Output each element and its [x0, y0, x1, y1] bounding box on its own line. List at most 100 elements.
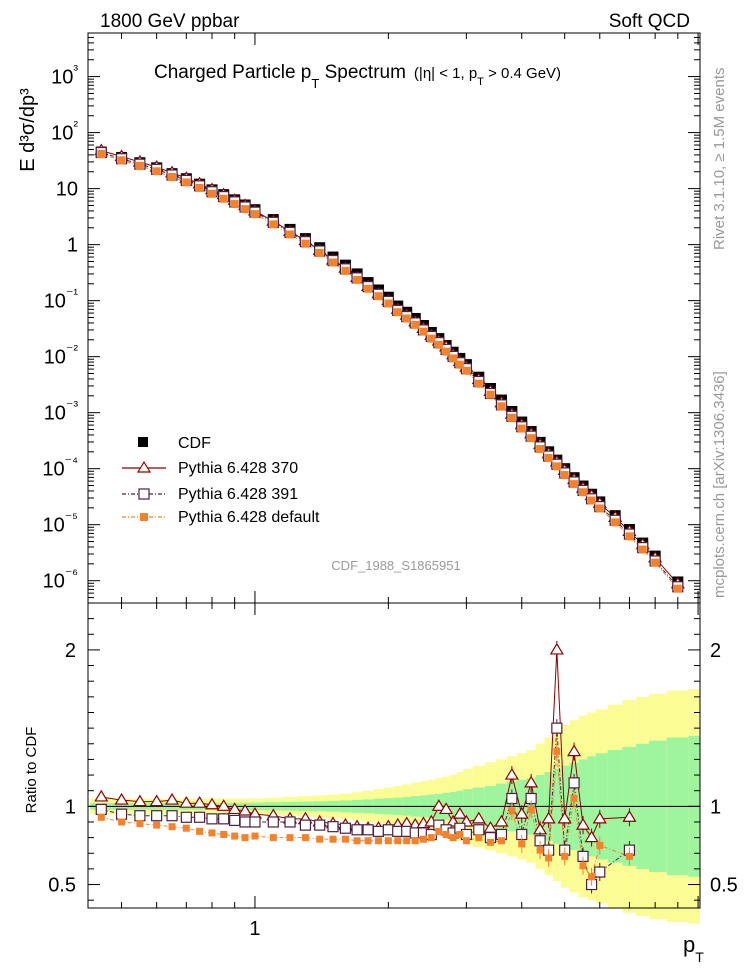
rivet-label: Rivet 3.1.10, ≥ 1.5M events	[711, 68, 728, 251]
ratio-391-point	[206, 813, 218, 825]
ratio-default-point	[462, 837, 470, 845]
pythia-default-point	[638, 545, 647, 554]
ratio-default-point	[231, 832, 239, 840]
pythia-default-point	[595, 504, 604, 513]
ratio-default-point	[508, 807, 516, 815]
y-tick-label: 1	[67, 235, 78, 257]
legend-label-391: Pythia 6.428 391	[178, 486, 298, 503]
ratio-default-point	[419, 835, 427, 843]
ratio-370-point	[622, 810, 637, 822]
pythia-default-point	[364, 284, 373, 293]
ratio-default-point	[329, 835, 337, 843]
ratio-default-point	[427, 834, 435, 842]
header-right: Soft QCD	[609, 11, 690, 32]
y-tick-label: 10⁻⁴	[42, 454, 78, 481]
legend-marker-cdf	[138, 437, 148, 447]
pythia-default-point	[587, 496, 596, 505]
ratio-370-point	[94, 789, 109, 802]
ratio-y-tick-label: 2	[65, 640, 76, 662]
ratio-391-point	[568, 777, 580, 789]
ratio-391-point	[180, 811, 192, 823]
pythia-default-point	[286, 230, 295, 239]
y-tick-label: 10⁻⁵	[43, 510, 78, 537]
pythia-default-point	[497, 402, 506, 411]
ratio-default-point	[97, 813, 105, 821]
ratio-370-point	[132, 794, 147, 807]
ratio-370-point	[431, 799, 446, 811]
ratio-default-point	[241, 834, 249, 842]
ratio-default-point	[353, 837, 361, 845]
ratio-default-point	[553, 748, 561, 756]
pythia-default-point	[527, 434, 536, 443]
ratio-default-point	[220, 830, 228, 838]
ratio-391-point	[339, 822, 352, 834]
pythia-default-point	[536, 444, 545, 453]
ratio-default-point	[596, 841, 604, 849]
ratio-391-point	[299, 819, 312, 831]
ratio-370-point	[227, 802, 242, 815]
ratio-391-point	[267, 816, 279, 828]
ratio-default-point	[168, 823, 176, 831]
ratio-default-point	[545, 854, 553, 862]
ratio-default-point	[196, 827, 204, 835]
legend-label-370: Pythia 6.428 370	[178, 460, 298, 477]
analysis-watermark: CDF_1988_S1865951	[331, 558, 460, 573]
ratio-default-point	[153, 821, 161, 829]
y-tick-label: 10⁻⁶	[43, 566, 78, 593]
y-tick-label: 10³	[51, 62, 78, 89]
pythia-default-point	[219, 194, 228, 203]
ratio-370-point	[524, 775, 539, 788]
ratio-370-point	[238, 803, 253, 816]
ratio-y-tick-label-right: 0.5	[710, 875, 738, 897]
y-tick-label: 10	[56, 179, 78, 201]
ratio-391-point	[327, 821, 339, 833]
pythia-default-point	[353, 275, 362, 284]
legend-marker-default	[140, 513, 148, 521]
pythia-default-point	[462, 366, 471, 375]
ratio-default-point	[384, 837, 392, 845]
ratio-frame	[87, 602, 701, 909]
pythia-default-point	[673, 584, 682, 593]
pythia-default-point	[135, 161, 144, 170]
ratio-370-point	[452, 806, 467, 819]
ratio-y-tick-label: 1	[65, 796, 76, 818]
ratio-391-point	[284, 816, 296, 828]
ratio-391-point	[506, 792, 518, 805]
ratio-default-point	[208, 829, 216, 837]
pythia-default-point	[455, 360, 464, 369]
pythia-default-point	[449, 354, 458, 363]
ratio-default-point	[518, 840, 526, 848]
ratio-370-point	[164, 792, 180, 805]
ratio-391-point	[95, 803, 107, 816]
ratio-370-point	[557, 811, 572, 824]
pythia-default-point	[507, 413, 516, 422]
ratio-default-point	[341, 835, 349, 843]
ratio-391-point	[249, 816, 261, 828]
pythia-default-point	[427, 334, 436, 343]
pythia-default-point	[393, 308, 402, 317]
x-tick-label: 1	[249, 918, 260, 940]
ratio-370-point	[149, 794, 164, 807]
ratio-370-point	[504, 767, 519, 780]
ratio-default-point	[475, 834, 483, 842]
ratio-391-point	[229, 814, 241, 827]
ratio-default-point	[561, 852, 569, 860]
ratio-370-point	[541, 811, 556, 824]
pythia-default-point	[208, 189, 217, 198]
pythia-default-point	[651, 558, 660, 567]
ratio-default-point	[486, 838, 494, 846]
pythia-default-point	[411, 320, 420, 329]
ratio-370-point	[514, 806, 529, 819]
pythia-default-point	[560, 471, 569, 480]
pythia-default-point	[168, 173, 177, 182]
pythia-default-point	[625, 532, 634, 541]
ratio-default-point	[527, 805, 535, 813]
ratio-default-point	[182, 824, 190, 832]
pythia-default-point	[486, 390, 495, 399]
pythia-default-point	[152, 167, 161, 176]
legend-label-cdf: CDF	[178, 435, 211, 452]
ratio-391-point	[314, 819, 326, 831]
ratio-default-point	[118, 818, 126, 826]
pythia-default-point	[341, 266, 350, 275]
ratio-391-point	[134, 810, 146, 822]
